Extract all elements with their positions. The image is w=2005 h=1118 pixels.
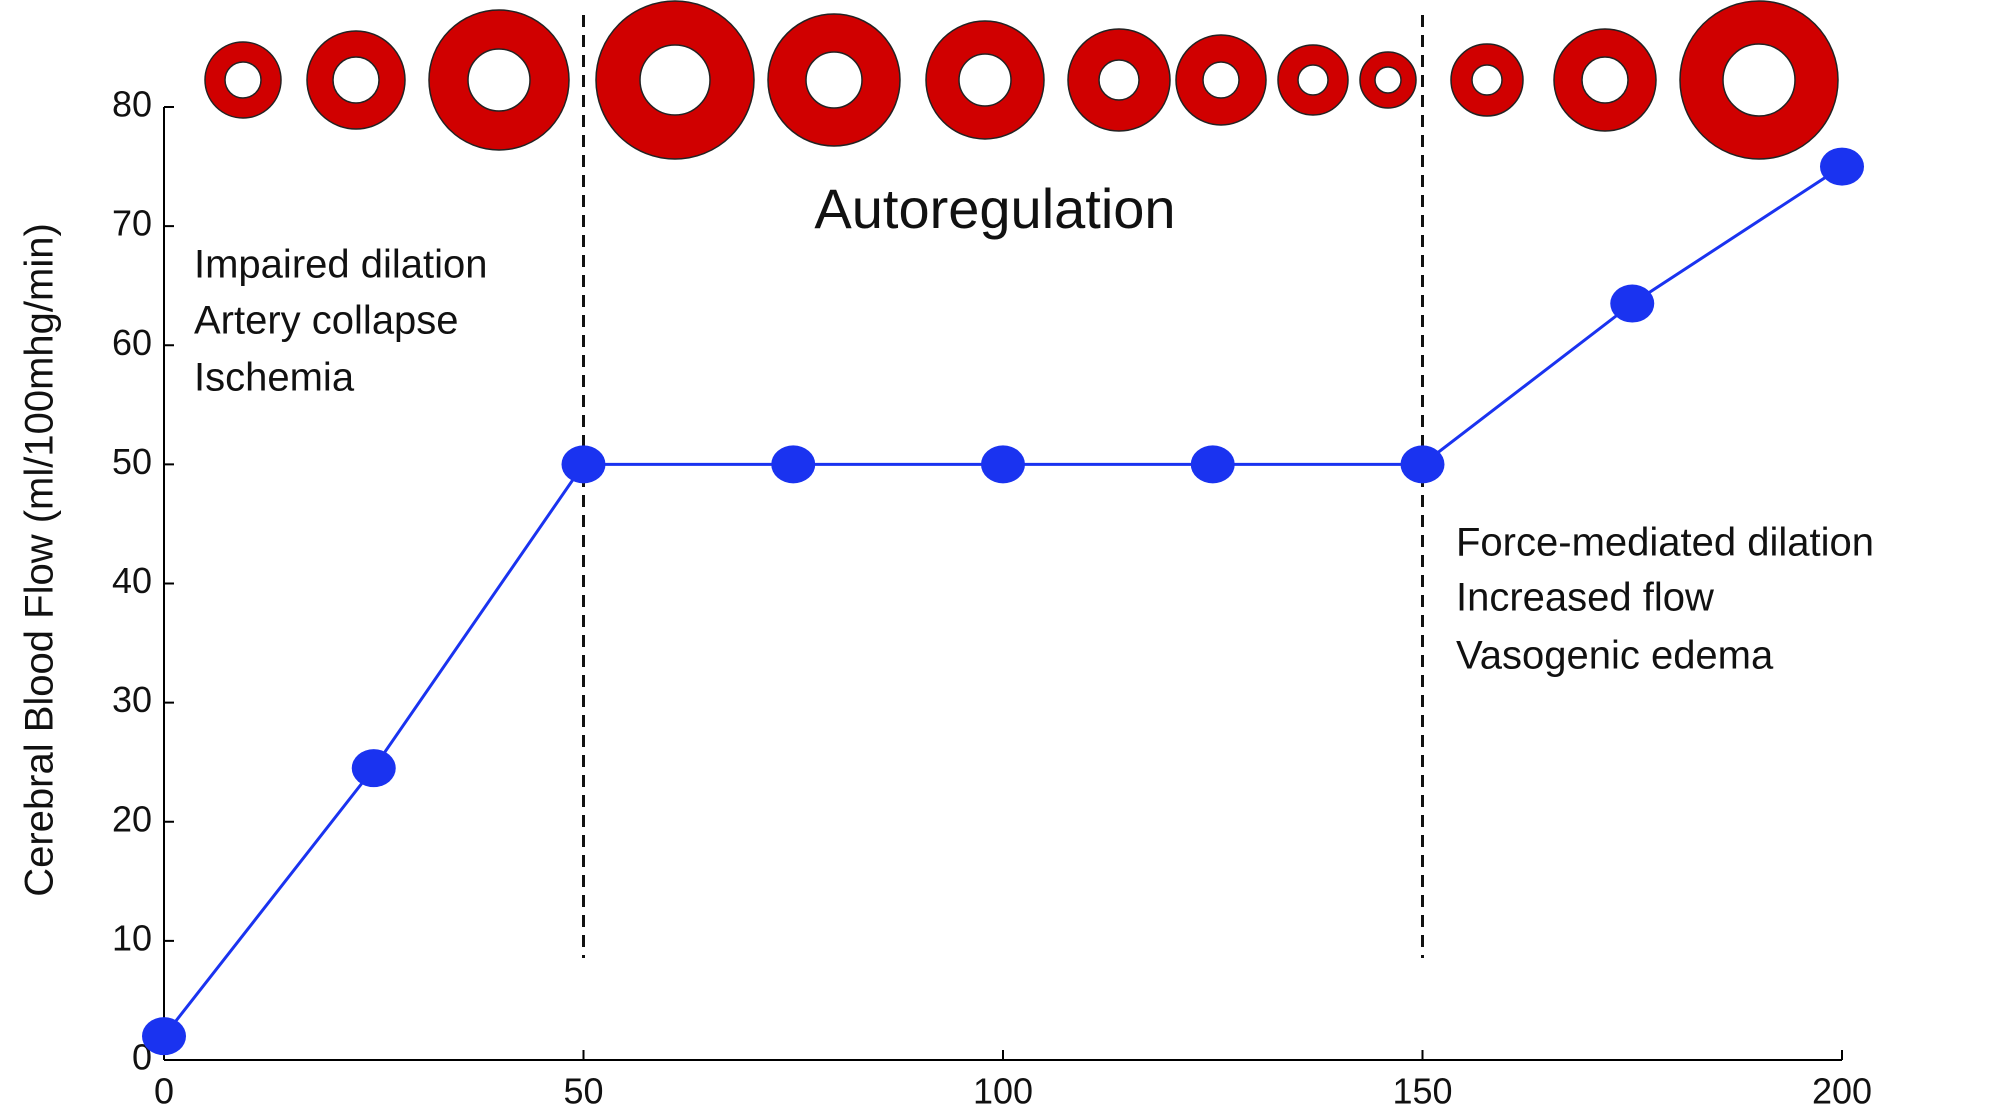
y-tick-label: 10 bbox=[112, 917, 152, 958]
vessel-ring bbox=[1568, 43, 1642, 117]
vessel-ring bbox=[1288, 55, 1338, 105]
vessel-ring bbox=[215, 52, 271, 108]
y-tick-label: 70 bbox=[112, 203, 152, 244]
vessel-ring bbox=[787, 33, 881, 127]
annotation: Force-mediated dilation bbox=[1456, 521, 1874, 565]
vessel-outline bbox=[225, 62, 261, 98]
vessel-ring bbox=[449, 30, 550, 131]
data-point bbox=[981, 445, 1025, 483]
x-tick-label: 200 bbox=[1812, 1071, 1872, 1112]
data-point bbox=[1401, 445, 1445, 483]
annotation: Ischemia bbox=[194, 356, 355, 400]
vessel-outline bbox=[1723, 44, 1795, 116]
vessel-ring bbox=[618, 23, 732, 137]
data-point bbox=[771, 445, 815, 483]
data-point bbox=[352, 749, 396, 787]
vessel-outline bbox=[959, 54, 1011, 106]
vessel-ring bbox=[1368, 60, 1409, 101]
vessel-ring bbox=[1084, 45, 1155, 116]
data-point bbox=[1820, 148, 1864, 186]
y-tick-label: 30 bbox=[112, 679, 152, 720]
y-tick-label: 50 bbox=[112, 441, 152, 482]
vessel-outline bbox=[1582, 57, 1628, 103]
chart: Cerebral Blood Flow (ml/100mhg/min) 0 10 2… bbox=[0, 0, 2005, 1118]
annotation: Vasogenic edema bbox=[1456, 634, 1774, 678]
vessel-outline bbox=[1203, 62, 1239, 98]
data-point bbox=[142, 1017, 186, 1055]
vessel-outline bbox=[806, 52, 862, 108]
vessel-ring bbox=[320, 44, 392, 116]
vessel-outline bbox=[333, 57, 379, 103]
vessel-ring bbox=[1190, 49, 1253, 112]
annotation: Increased flow bbox=[1456, 576, 1714, 620]
vessel-outline bbox=[1298, 65, 1328, 95]
vessel-ring bbox=[1462, 55, 1513, 106]
annotation: Artery collapse bbox=[194, 299, 459, 343]
annotation: Impaired dilation bbox=[194, 243, 488, 287]
vessel-outline bbox=[1099, 60, 1139, 100]
x-tick-label: 50 bbox=[563, 1071, 603, 1112]
data-point bbox=[562, 445, 606, 483]
data-point bbox=[1191, 445, 1235, 483]
y-tick-label: 40 bbox=[112, 560, 152, 601]
vessel-outline bbox=[1472, 65, 1502, 95]
y-tick-label: 80 bbox=[112, 84, 152, 125]
data-point bbox=[1610, 285, 1654, 323]
y-tick-label: 20 bbox=[112, 798, 152, 839]
y-tick-label: 60 bbox=[112, 322, 152, 363]
vessel-outline bbox=[640, 45, 710, 115]
x-tick-label: 100 bbox=[973, 1071, 1033, 1112]
x-tick-label: 0 bbox=[154, 1071, 174, 1112]
y-axis-label: Cerebral Blood Flow (ml/100mhg/min) bbox=[18, 223, 62, 897]
x-tick-label: 150 bbox=[1392, 1071, 1452, 1112]
vessel-outline bbox=[1375, 67, 1401, 93]
vessel-ring bbox=[1702, 23, 1817, 138]
annotation: Autoregulation bbox=[814, 177, 1175, 240]
vessel-ring bbox=[943, 38, 1028, 123]
vessel-outline bbox=[468, 49, 530, 111]
